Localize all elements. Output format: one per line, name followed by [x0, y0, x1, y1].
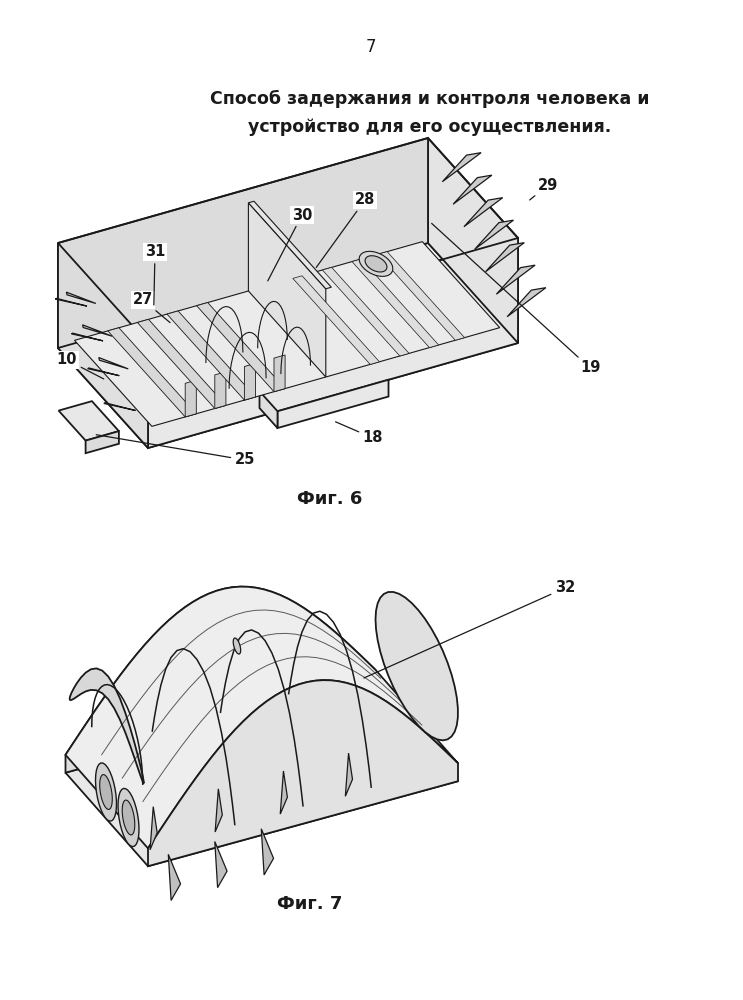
Text: 30: 30: [267, 208, 312, 281]
Polygon shape: [96, 763, 117, 821]
Polygon shape: [148, 238, 518, 448]
Polygon shape: [248, 201, 331, 289]
Polygon shape: [359, 251, 393, 276]
Polygon shape: [58, 243, 518, 448]
Polygon shape: [65, 688, 458, 866]
Polygon shape: [71, 333, 103, 341]
Polygon shape: [58, 243, 148, 448]
Polygon shape: [277, 380, 389, 428]
Polygon shape: [169, 854, 181, 900]
Polygon shape: [122, 800, 134, 835]
Polygon shape: [322, 267, 409, 356]
Polygon shape: [55, 298, 87, 306]
Polygon shape: [352, 259, 438, 348]
Text: 19: 19: [432, 223, 600, 375]
Polygon shape: [118, 788, 139, 847]
Polygon shape: [74, 242, 500, 426]
Text: устройство для его осуществления.: устройство для его осуществления.: [248, 118, 611, 136]
Polygon shape: [88, 368, 119, 376]
Polygon shape: [244, 363, 256, 400]
Polygon shape: [464, 198, 503, 227]
Polygon shape: [442, 153, 481, 182]
Polygon shape: [293, 276, 380, 364]
Polygon shape: [108, 328, 196, 417]
Polygon shape: [137, 319, 226, 408]
Text: 31: 31: [145, 244, 165, 305]
Polygon shape: [82, 325, 112, 336]
Polygon shape: [215, 372, 226, 408]
Text: 29: 29: [530, 178, 558, 200]
Polygon shape: [148, 680, 458, 866]
Text: Способ задержания и контроля человека и: Способ задержания и контроля человека и: [210, 90, 649, 108]
Polygon shape: [85, 431, 119, 453]
Polygon shape: [197, 303, 285, 392]
Polygon shape: [66, 292, 96, 303]
Polygon shape: [280, 771, 288, 814]
Polygon shape: [58, 138, 428, 348]
Polygon shape: [215, 789, 222, 832]
Polygon shape: [185, 380, 196, 417]
Text: 28: 28: [317, 192, 375, 267]
Polygon shape: [262, 829, 273, 875]
Polygon shape: [59, 401, 119, 441]
Text: 18: 18: [336, 422, 383, 446]
Text: 27: 27: [133, 292, 170, 323]
Polygon shape: [167, 311, 256, 400]
Polygon shape: [233, 638, 241, 654]
Polygon shape: [378, 252, 464, 340]
Text: Фиг. 7: Фиг. 7: [277, 895, 343, 913]
Text: Фиг. 6: Фиг. 6: [297, 490, 363, 508]
Polygon shape: [65, 587, 458, 848]
Polygon shape: [345, 753, 352, 796]
Text: 7: 7: [366, 38, 376, 56]
Polygon shape: [496, 265, 535, 294]
Polygon shape: [507, 288, 546, 317]
Text: 25: 25: [97, 435, 255, 468]
Polygon shape: [259, 391, 277, 428]
Text: 32: 32: [364, 580, 575, 678]
Polygon shape: [65, 587, 375, 773]
Polygon shape: [375, 592, 458, 740]
Polygon shape: [150, 807, 158, 850]
Text: 10: 10: [56, 353, 104, 379]
Polygon shape: [485, 243, 525, 272]
Polygon shape: [428, 138, 518, 343]
Polygon shape: [104, 403, 135, 410]
Polygon shape: [475, 220, 513, 249]
Polygon shape: [215, 842, 227, 888]
Polygon shape: [70, 668, 143, 783]
Polygon shape: [365, 256, 387, 272]
Polygon shape: [248, 203, 325, 377]
Polygon shape: [274, 355, 285, 392]
Polygon shape: [100, 775, 112, 809]
Polygon shape: [99, 358, 129, 369]
Polygon shape: [453, 175, 492, 204]
